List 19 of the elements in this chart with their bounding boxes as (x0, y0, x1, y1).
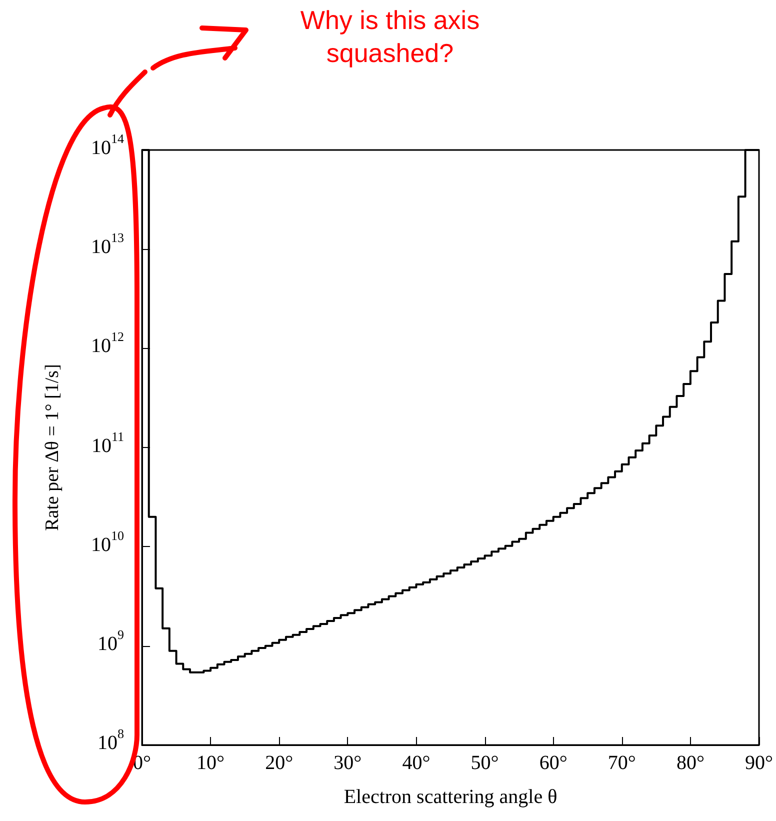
x-tick-label: 20° (265, 752, 294, 774)
x-tick-label: 70° (608, 752, 636, 774)
x-tick-label: 10° (196, 752, 225, 774)
x-tick-label: 60° (539, 752, 568, 774)
y-axis-title: Rate per Δθ = 1° [1/s] (42, 364, 63, 531)
x-axis-title: Electron scattering angle θ (344, 786, 558, 808)
x-tick-label: 40° (402, 752, 430, 774)
x-tick-label: 50° (470, 752, 499, 774)
y-tick-label: 10$^{14}$ (90, 131, 124, 159)
y-tick-label: 10$^{8}$ (96, 726, 124, 754)
y-tick-label: 10$^{11}$ (90, 428, 124, 456)
x-tick-label: 80° (676, 752, 704, 774)
text: Why is this axis squashed? (299, 4, 481, 69)
x-tick-label: 30° (334, 752, 362, 774)
y-tick-label: 10$^{10}$ (90, 528, 124, 556)
x-tick-label: 90° (745, 752, 773, 774)
y-tick-label: 10$^{13}$ (90, 230, 124, 258)
y-tick-label: 10$^{9}$ (96, 626, 124, 655)
y-tick-label: 10$^{12}$ (90, 329, 124, 358)
